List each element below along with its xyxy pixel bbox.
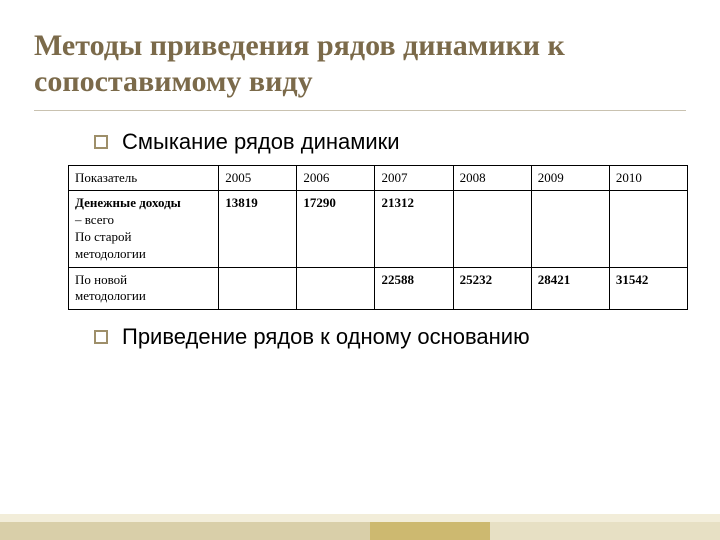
row-label-line: – всего — [75, 212, 212, 229]
table-cell: 25232 — [453, 267, 531, 310]
table-cell — [297, 267, 375, 310]
slide-title: Методы приведения рядов динамики к сопос… — [34, 28, 686, 100]
table-cell — [219, 267, 297, 310]
row-label-line: методологии — [75, 246, 212, 263]
col-header-year: 2005 — [219, 166, 297, 191]
row-label-cell: По новой методологии — [69, 267, 219, 310]
accent-bar — [0, 522, 370, 540]
accent-bar — [490, 522, 720, 540]
data-table: Показатель 2005 2006 2007 2008 2009 2010… — [68, 165, 688, 310]
table-cell — [453, 191, 531, 268]
col-header-year: 2009 — [531, 166, 609, 191]
table-row: Денежные доходы – всего По старой методо… — [69, 191, 688, 268]
bullet-text: Приведение рядов к одному основанию — [122, 324, 530, 350]
square-bullet-icon — [94, 135, 108, 149]
row-label-line: По новой — [75, 272, 212, 289]
row-label-cell: Денежные доходы – всего По старой методо… — [69, 191, 219, 268]
table-header-row: Показатель 2005 2006 2007 2008 2009 2010 — [69, 166, 688, 191]
title-underline — [34, 110, 686, 111]
col-header-year: 2007 — [375, 166, 453, 191]
col-header-year: 2008 — [453, 166, 531, 191]
table-cell: 21312 — [375, 191, 453, 268]
square-bullet-icon — [94, 330, 108, 344]
table-cell: 31542 — [609, 267, 687, 310]
table-cell — [609, 191, 687, 268]
col-header-year: 2006 — [297, 166, 375, 191]
accent-bar — [0, 514, 720, 522]
col-header-year: 2010 — [609, 166, 687, 191]
row-label-line: По старой — [75, 229, 212, 246]
bullet-item-1: Смыкание рядов динамики — [94, 129, 686, 155]
row-label-bold: Денежные доходы — [75, 195, 181, 210]
row-label-line: методологии — [75, 288, 212, 305]
footer-accent — [0, 514, 720, 540]
table-cell: 17290 — [297, 191, 375, 268]
table-cell: 28421 — [531, 267, 609, 310]
table-cell: 13819 — [219, 191, 297, 268]
bullet-text: Смыкание рядов динамики — [122, 129, 400, 155]
slide: Методы приведения рядов динамики к сопос… — [0, 0, 720, 540]
accent-bar — [370, 522, 490, 540]
col-header-label: Показатель — [69, 166, 219, 191]
table-cell: 22588 — [375, 267, 453, 310]
table-cell — [531, 191, 609, 268]
table-row: По новой методологии 22588 25232 28421 3… — [69, 267, 688, 310]
bullet-item-2: Приведение рядов к одному основанию — [94, 324, 686, 350]
